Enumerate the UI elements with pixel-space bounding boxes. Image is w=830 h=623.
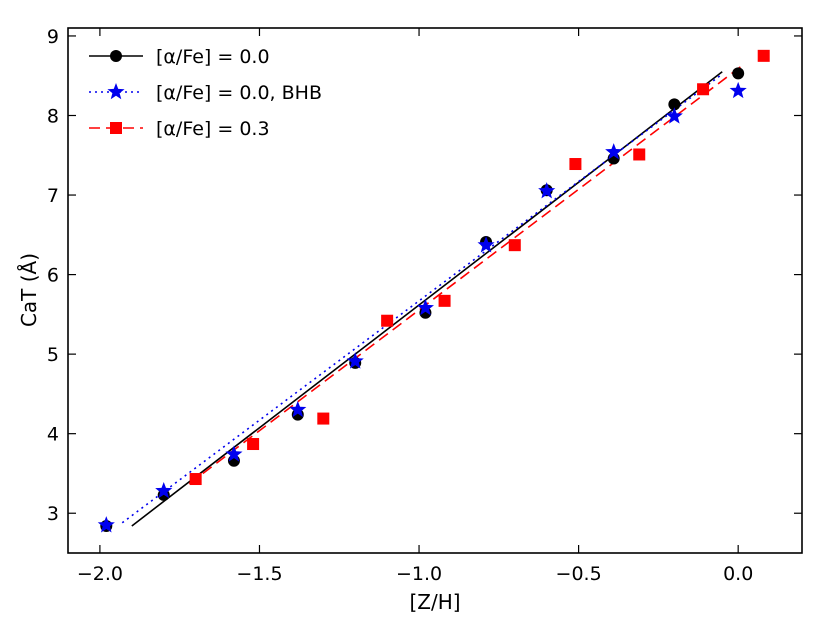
data-point-square [508, 239, 521, 252]
data-point-star [289, 400, 307, 418]
data-point-square [438, 294, 451, 307]
data-point-star [605, 143, 623, 160]
x-axis-label: [Z/H] [409, 590, 460, 614]
x-tick-labels: −2.0 −1.5 −1.0 −0.5 0.0 [77, 563, 753, 585]
data-point-square [697, 83, 710, 96]
data-point-circle [732, 67, 745, 80]
x-tick-label: −1.0 [396, 563, 442, 585]
y-tick-label: 8 [47, 106, 59, 128]
legend-label: [α/Fe] = 0.0 [156, 46, 270, 68]
data-point-star [155, 481, 173, 499]
legend-marker [110, 122, 122, 134]
fit-line [131, 71, 723, 527]
data-point-star [729, 81, 747, 99]
x-tick-label: 0.0 [723, 563, 753, 585]
x-tick-label: −1.5 [236, 563, 282, 585]
legend-label: [α/Fe] = 0.0, BHB [156, 82, 322, 104]
data-point-circle [668, 98, 681, 111]
data-point-square [247, 438, 260, 451]
plot-area [68, 28, 802, 553]
plot-frame [67, 27, 803, 554]
y-tick-label: 3 [47, 503, 59, 525]
data-point-square [757, 49, 770, 62]
data-point-star [346, 352, 364, 369]
data-point-square [317, 412, 330, 425]
data-point-square [189, 473, 202, 486]
y-axis-label: CaT (Å) [17, 253, 41, 327]
x-tick-label: −2.0 [77, 563, 123, 585]
data-points [97, 49, 770, 533]
fit-lines [121, 65, 742, 527]
data-point-star [665, 107, 683, 124]
fit-line [188, 65, 742, 485]
data-point-star [225, 445, 243, 462]
legend-label: [α/Fe] = 0.3 [156, 118, 270, 140]
data-point-star [416, 299, 434, 316]
data-point-square [569, 158, 582, 171]
y-tick-label: 5 [47, 344, 59, 366]
data-point-square [381, 314, 394, 327]
y-tick-label: 7 [47, 185, 59, 207]
legend-marker [110, 50, 122, 62]
tick-marks [68, 28, 802, 553]
y-tick-label: 4 [47, 424, 59, 446]
data-point-star [477, 236, 495, 253]
y-tick-label: 9 [47, 26, 59, 48]
x-tick-label: −0.5 [556, 563, 602, 585]
y-tick-label: 6 [47, 265, 59, 287]
legend-marker [107, 83, 125, 100]
data-point-star [538, 182, 556, 199]
y-tick-labels: 3 4 5 6 7 8 9 [47, 26, 59, 525]
legend: [α/Fe] = 0.0 [α/Fe] = 0.0, BHB [α/Fe] = 0.… [89, 46, 322, 140]
data-point-star [97, 516, 115, 533]
data-point-square [633, 148, 646, 161]
fit-line [121, 73, 723, 524]
